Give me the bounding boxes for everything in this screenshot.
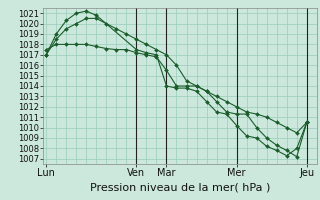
X-axis label: Pression niveau de la mer( hPa ): Pression niveau de la mer( hPa )	[90, 182, 270, 192]
